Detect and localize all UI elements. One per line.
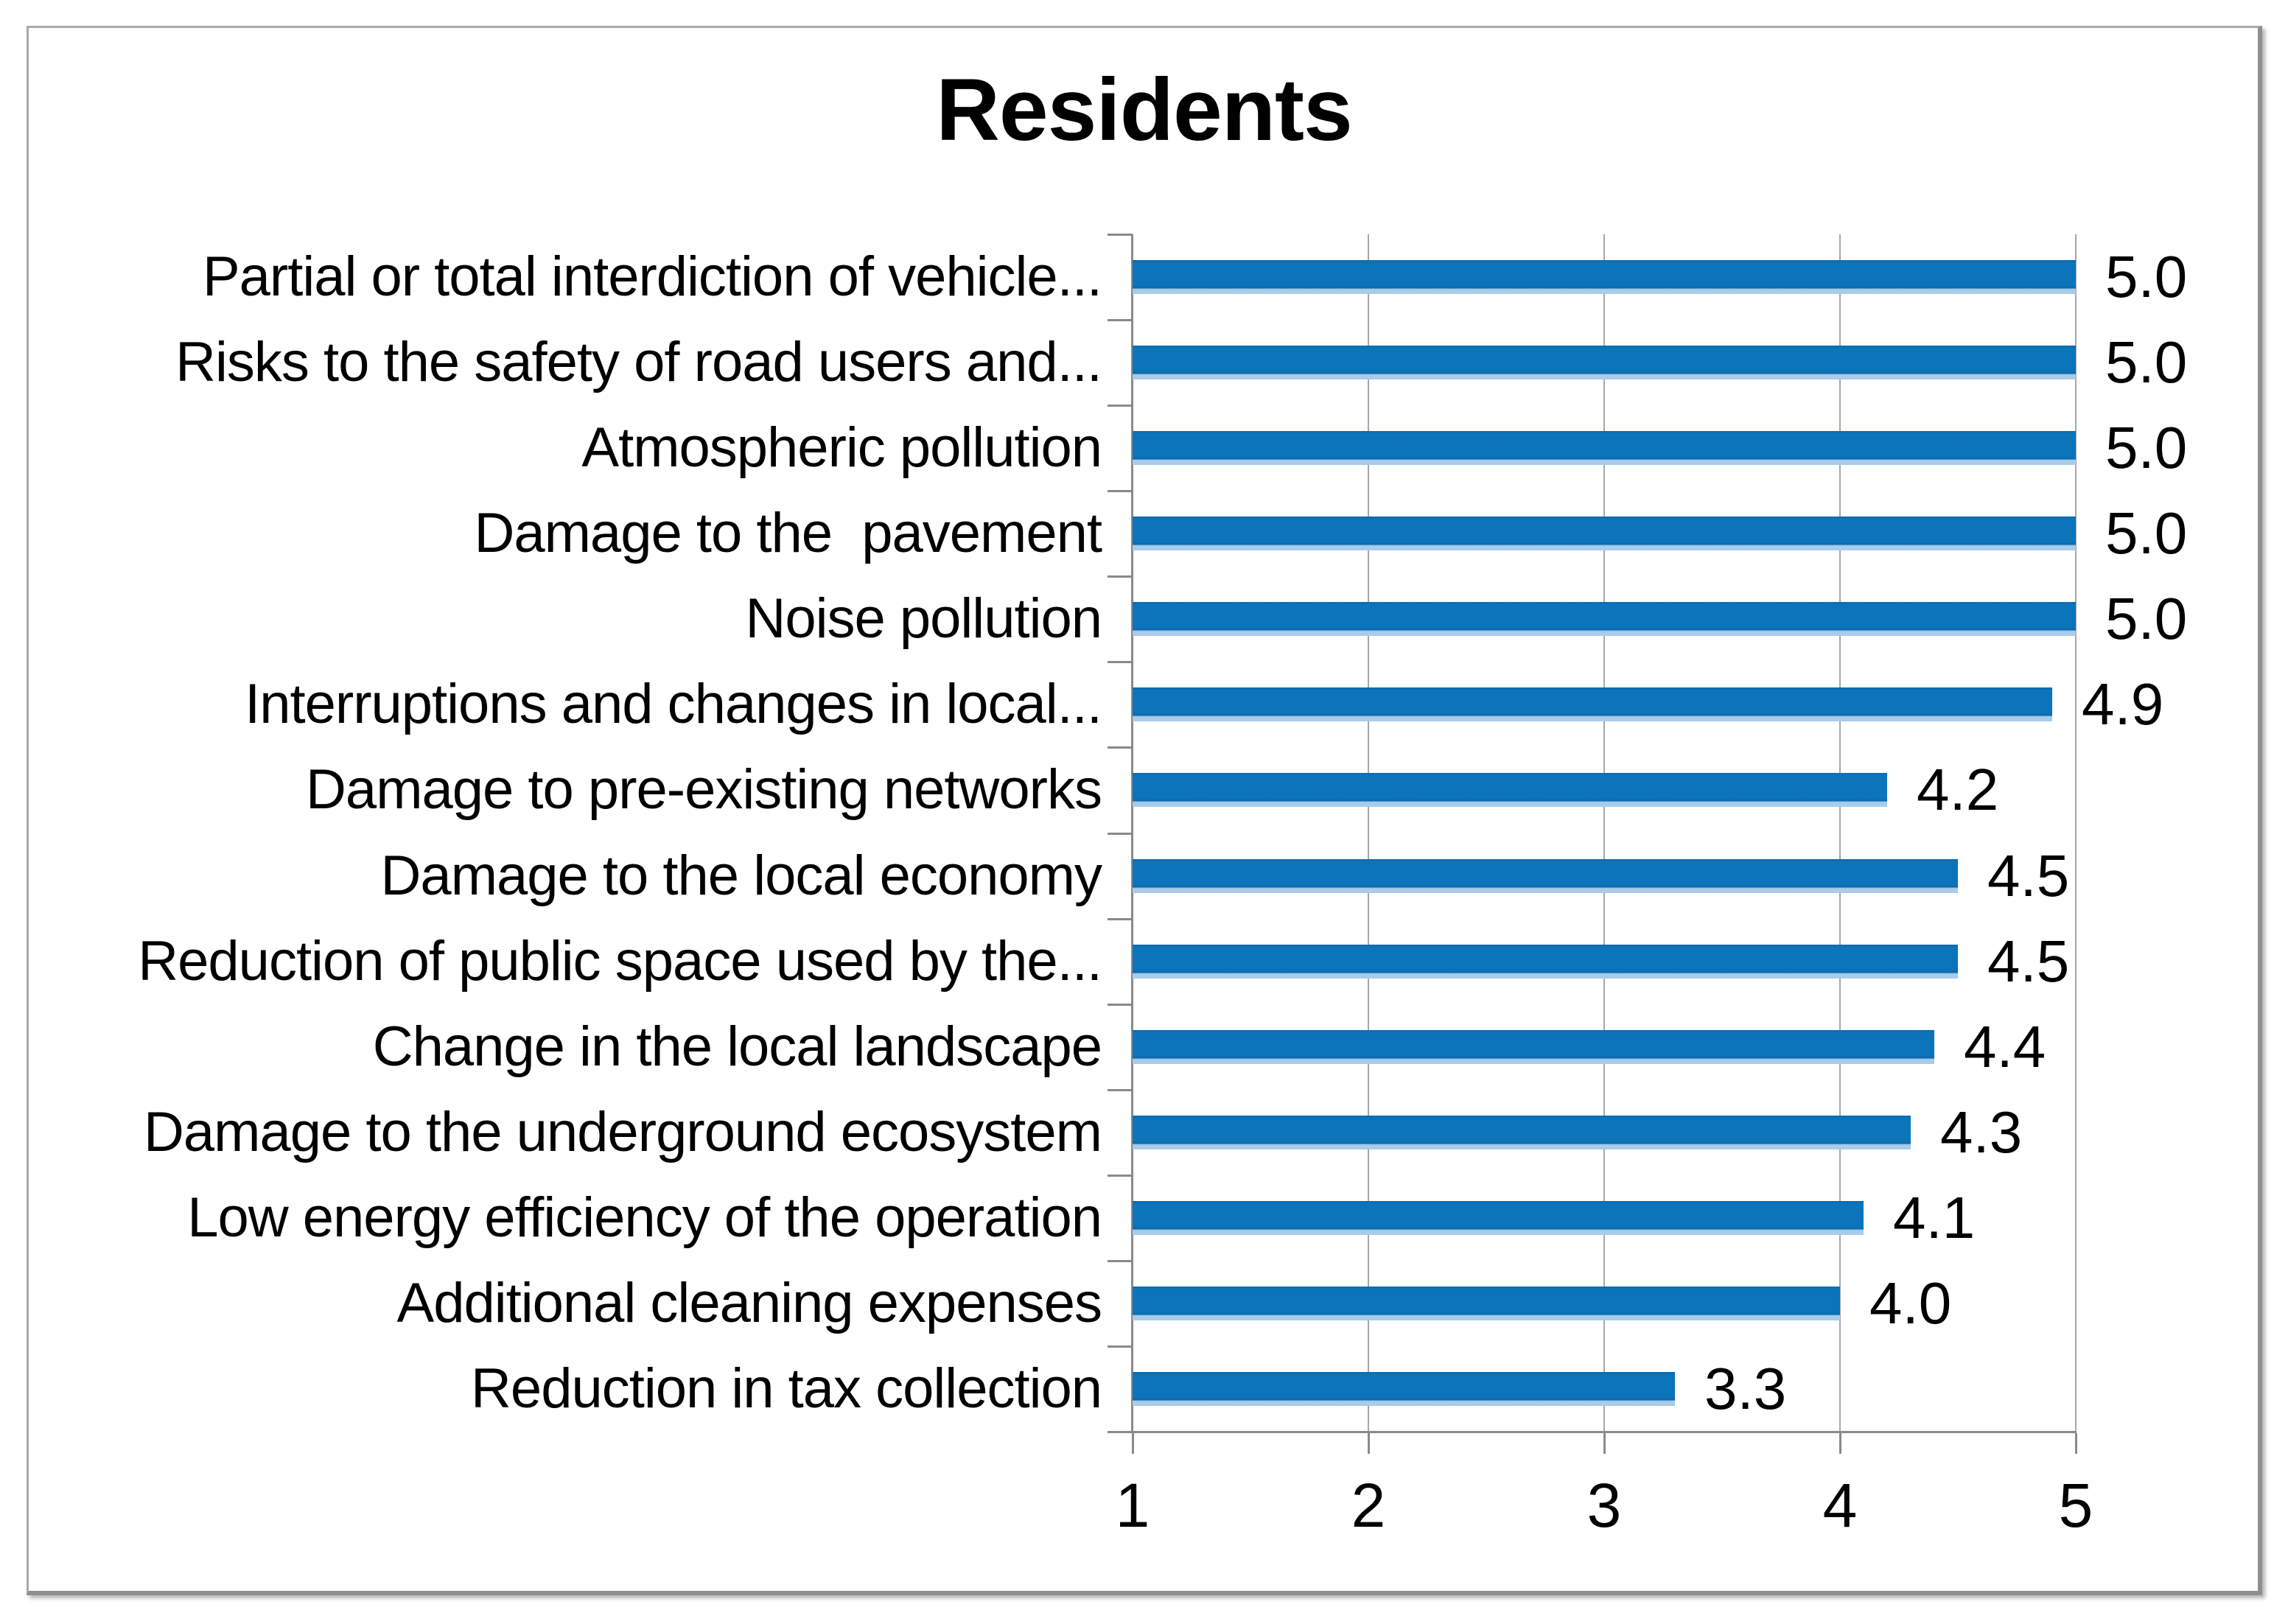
y-axis-tick [1108,833,1133,835]
category-label: Damage to the pavement [474,502,1102,565]
value-label: 3.3 [1704,1355,1787,1421]
y-axis-tick [1108,319,1133,321]
gridline [2075,234,2077,1432]
figure-border [27,26,2262,1595]
bar [1133,346,2076,380]
gridline [1839,234,1841,1432]
category-label: Additional cleaning expenses [396,1271,1102,1334]
y-axis-tick [1108,405,1133,407]
category-label: Low energy efficiency of the operation [187,1186,1102,1249]
plot-area: 5.0 5.0 5.0 5.0 5.0 4.9 4.2 4.5 4.5 4.4 4.3 4.1 4.0 3… [1108,234,2187,1454]
value-label: 4.9 [2082,671,2164,738]
bar [1133,1115,1911,1149]
bar [1133,517,2076,551]
y-axis-tick [1108,1175,1133,1177]
x-axis-tick [2075,1433,2077,1454]
value-label: 4.1 [1893,1184,1976,1250]
gridline [1368,234,1369,1432]
value-label: 4.3 [1940,1099,2023,1165]
value-label: 5.0 [2105,415,2188,481]
y-axis-tick [1108,1004,1133,1006]
x-axis-tick-label: 5 [2058,1471,2093,1540]
bar [1133,1371,1675,1406]
x-axis-tick [1368,1433,1370,1454]
x-axis-tick [1839,1433,1841,1454]
value-label: 5.0 [2105,329,2188,396]
bar [1133,687,2052,722]
bar [1133,431,2076,466]
y-axis-tick [1108,1345,1133,1348]
x-axis-tick-label: 2 [1351,1471,1386,1540]
value-label: 4.2 [1917,757,1999,823]
y-axis-tick [1108,575,1133,578]
value-label: 4.5 [1987,928,2070,994]
y-axis-tick [1108,746,1133,749]
bar [1133,602,2076,637]
gridline [1603,234,1605,1432]
y-axis-tick [1108,1260,1133,1262]
x-axis-tick-label: 3 [1586,1471,1622,1540]
category-label: Partial or total interdiction of vehicle… [202,245,1102,308]
value-label: 5.0 [2105,244,2188,309]
y-axis-tick [1108,1089,1133,1091]
x-axis-tick [1132,1433,1134,1454]
value-label: 4.5 [1987,842,2070,909]
y-axis-tick [1108,234,1133,236]
value-label: 4.4 [1964,1013,2046,1079]
category-label: Risks to the safety of road users and... [175,331,1102,394]
category-label: Atmospheric pollution [581,416,1102,480]
x-axis-tick-label: 4 [1822,1471,1858,1540]
x-axis-line [1133,1431,2077,1433]
y-axis-tick [1108,490,1133,492]
y-axis-tick [1108,661,1133,663]
chart-title: Residents [936,60,1353,159]
bar [1133,1200,1864,1235]
category-label: Damage to the underground ecosystem [143,1100,1102,1163]
y-axis-tick [1108,1431,1133,1433]
bar [1133,773,1887,808]
bar [1133,944,1958,979]
bar [1133,260,2076,295]
category-label: Reduction in tax collection [471,1357,1102,1420]
category-label: Change in the local landscape [372,1015,1102,1078]
value-label: 5.0 [2105,500,2188,567]
category-label: Interruptions and changes in local... [245,673,1102,736]
value-label: 4.0 [1869,1270,1952,1336]
x-axis-tick-label: 1 [1115,1471,1150,1540]
x-axis-tick [1603,1433,1606,1454]
bar [1133,1029,1934,1064]
category-label: Reduction of public space used by the... [138,929,1102,993]
category-label: Damage to the local economy [380,844,1102,907]
bar [1133,858,1958,893]
value-label: 5.0 [2105,586,2188,652]
category-label: Noise pollution [745,587,1102,651]
y-axis-tick [1108,918,1133,920]
bar [1133,1286,1840,1320]
category-label: Damage to pre-existing networks [306,758,1102,822]
